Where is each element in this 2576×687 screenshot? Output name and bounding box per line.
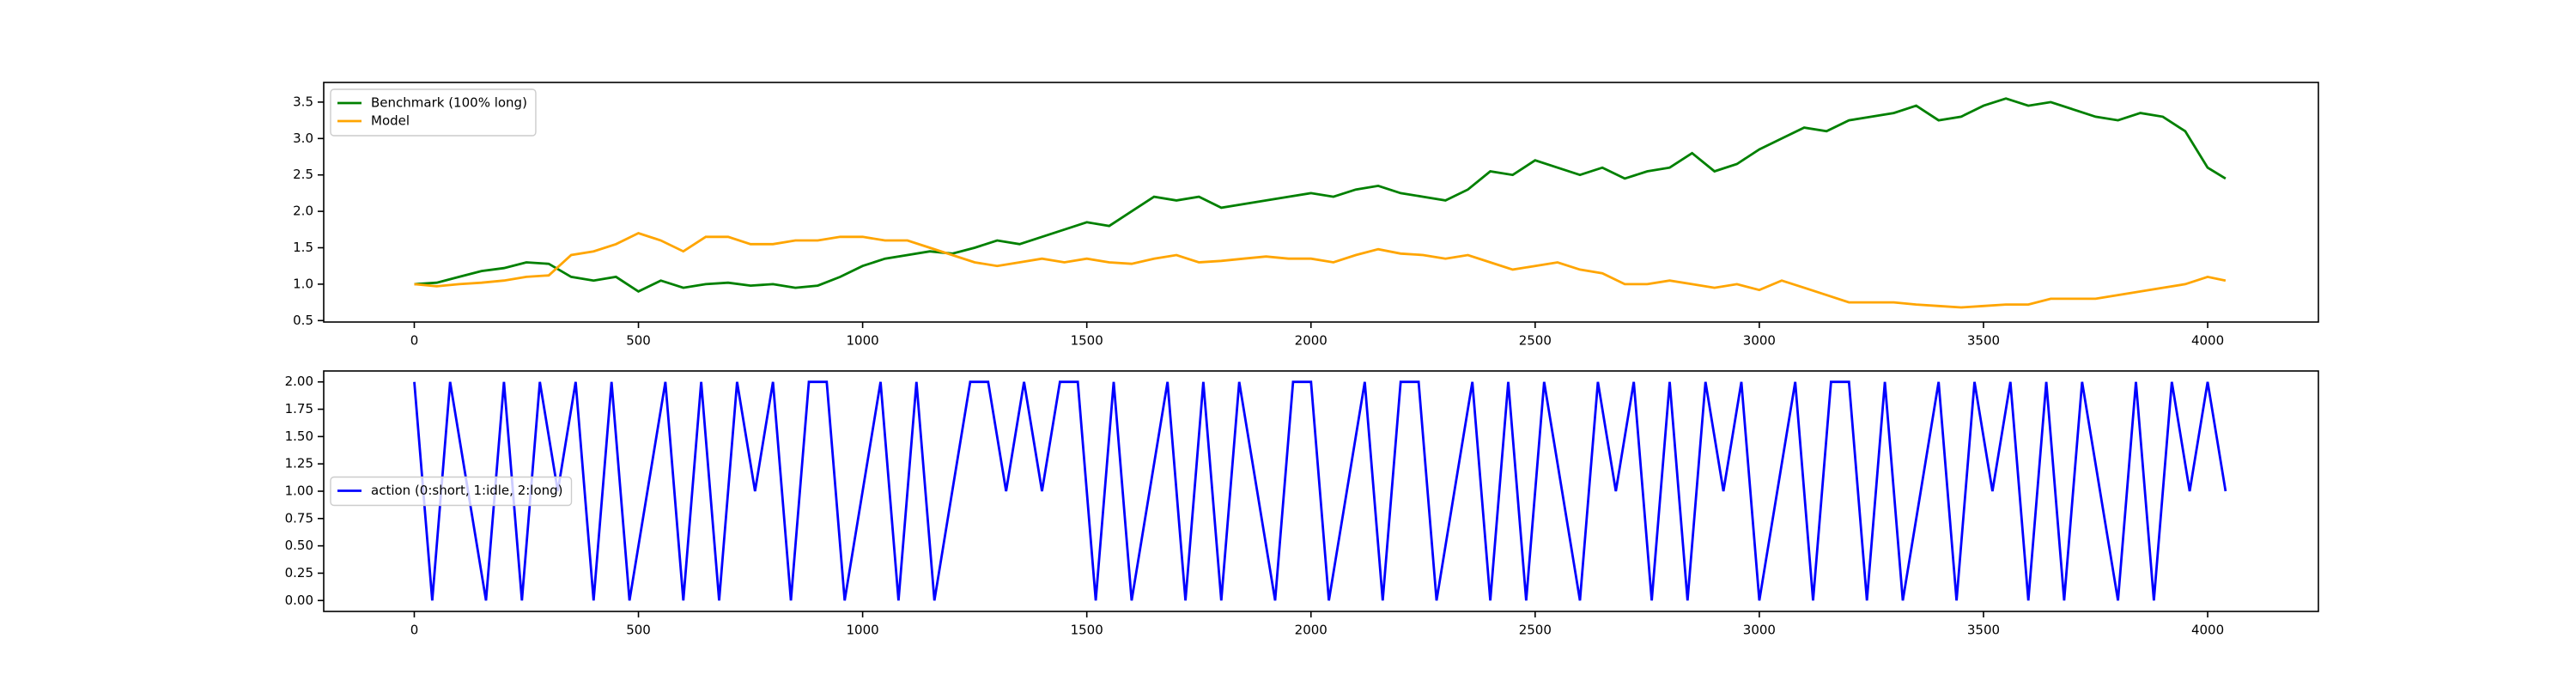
axes: 0 500 1000 1500 2000 2500 3000 3500 4000 0.5 1.0 1.… (293, 82, 2319, 349)
legend-frame (330, 476, 573, 507)
x-tick-label: 1500 (1071, 333, 1103, 349)
y-tick-label: 1.50 (285, 429, 313, 444)
legend-frame (330, 88, 537, 137)
y-tick-label: 1.25 (285, 456, 313, 471)
series-line (413, 380, 2227, 601)
y-tick-label: 1.00 (285, 483, 313, 499)
y-tick-label: 2.5 (293, 167, 313, 182)
x-tick-label: 500 (626, 333, 651, 349)
series-line (414, 97, 2227, 294)
y-tick-label: 1.5 (293, 240, 313, 255)
x-tick-label: 4000 (2191, 333, 2224, 349)
y-tick-label: 2.0 (293, 204, 313, 219)
legend: Benchmark (100% long) Model (330, 88, 537, 137)
axes: 0 500 1000 1500 2000 2500 3000 3500 4000 0.00 0.25… (285, 370, 2319, 638)
x-tick-label: 2000 (1295, 333, 1327, 349)
x-tick-label: 1500 (1071, 623, 1103, 638)
y-tick-label: 2.00 (285, 374, 313, 389)
y-tick-label: 0.25 (285, 565, 313, 581)
x-tick-label: 4000 (2191, 623, 2224, 638)
x-tick-label: 3000 (1743, 333, 1776, 349)
legend: action (0:short, 1:idle, 2:long) (330, 476, 573, 507)
y-tick-label: 1.75 (285, 401, 313, 416)
y-tick-label: 0.5 (293, 313, 313, 328)
axes-frame (323, 370, 2319, 612)
x-tick-label: 2000 (1295, 623, 1327, 638)
series-line (414, 231, 2227, 309)
y-tick-label: 0.50 (285, 538, 313, 553)
x-tick-label: 0 (410, 623, 419, 638)
x-tick-label: 1000 (847, 623, 879, 638)
axes-frame (323, 82, 2319, 323)
y-tick-label: 3.5 (293, 94, 313, 109)
y-tick-label: 1.0 (293, 276, 313, 291)
x-tick-label: 2500 (1519, 623, 1552, 638)
legend-label: Model (371, 113, 410, 129)
y-tick-label: 3.0 (293, 131, 313, 146)
x-tick-label: 1000 (847, 333, 879, 349)
legend-label: action (0:short, 1:idle, 2:long) (371, 483, 563, 498)
x-tick-label: 2500 (1519, 333, 1552, 349)
x-tick-label: 3500 (1967, 623, 2000, 638)
x-tick-label: 3500 (1967, 333, 2000, 349)
x-tick-label: 3000 (1743, 623, 1776, 638)
x-tick-label: 500 (626, 623, 651, 638)
legend-label: Benchmark (100% long) (371, 95, 527, 111)
x-tick-label: 0 (410, 333, 419, 349)
y-tick-label: 0.00 (285, 593, 313, 608)
y-tick-label: 0.75 (285, 510, 313, 526)
